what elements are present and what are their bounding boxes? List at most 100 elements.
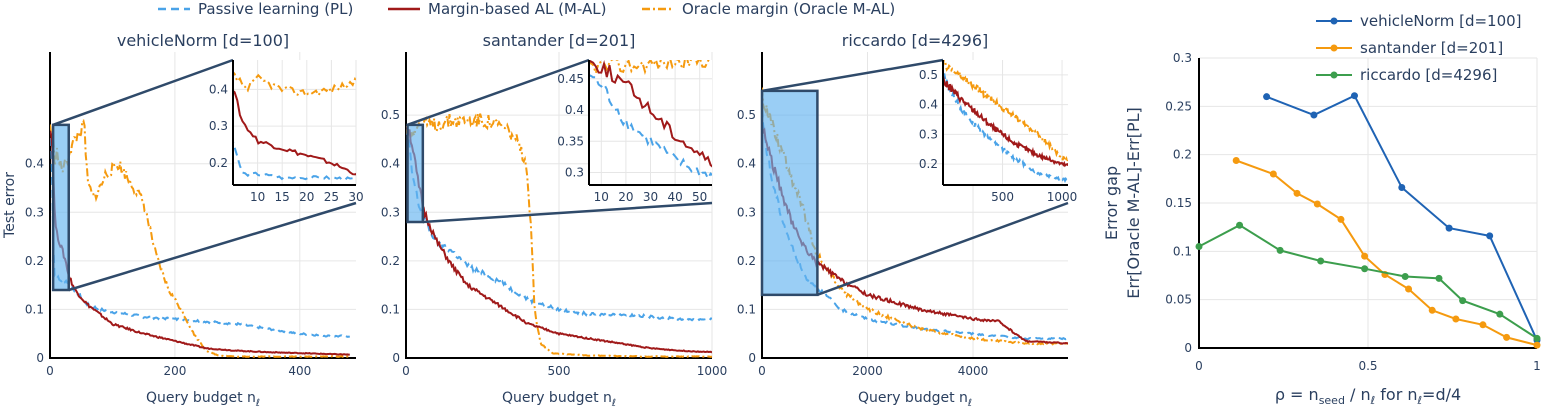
p0-zoom-region <box>51 123 70 292</box>
p2-inset-series-pl <box>943 72 1068 184</box>
p1-xtick-label: 0 <box>402 364 410 378</box>
p4-point <box>1445 224 1453 232</box>
p4-legend-marker <box>1330 44 1338 52</box>
p2-inset-xtick-label: 1000 <box>1047 190 1078 204</box>
p2-ytick-label: 0.5 <box>737 108 756 122</box>
p2-ytick-label: 0.3 <box>737 205 756 219</box>
p0-xtick-label: 0 <box>46 364 54 378</box>
p0-ytick-label: 0.2 <box>25 254 44 268</box>
panel-2-title: santander [d=201] <box>483 31 636 50</box>
p0-ytick-label: 0 <box>36 351 44 365</box>
p1-inset-ytick-label: 0.35 <box>557 134 584 148</box>
p4-legend-marker <box>1330 17 1338 25</box>
p4-point <box>1293 189 1301 197</box>
p4-ytick-label: 0 <box>1184 341 1192 355</box>
p0-inset-xtick-label: 10 <box>250 190 265 204</box>
p0-ytick-label: 0.3 <box>25 205 44 219</box>
p4-point <box>1435 274 1443 282</box>
p0-zoom-connector-top <box>52 58 234 127</box>
p4-point <box>1405 285 1413 293</box>
panel-3-title: riccardo [d=4296] <box>842 31 989 50</box>
p0-xtick-label: 200 <box>163 364 186 378</box>
p4-point <box>1398 184 1406 192</box>
p4-point <box>1533 341 1541 349</box>
p1-inset-xtick-label: 40 <box>667 190 682 204</box>
panel-4-ylabel: Error gap <box>1102 166 1121 240</box>
p4-series-line <box>1266 94 1538 341</box>
p4-series-line <box>1198 224 1538 340</box>
p4-ytick-label: 0.05 <box>1165 293 1192 307</box>
p0-series-mal <box>50 130 350 356</box>
p1-ytick-label: 0.5 <box>381 108 400 122</box>
p4-point <box>1496 310 1504 318</box>
p1-inset-xtick-label: 30 <box>643 190 658 204</box>
p1-ytick-label: 0.2 <box>381 254 400 268</box>
p4-legend-label: vehicleNorm [d=100] <box>1360 12 1522 30</box>
p1-inset-ytick-label: 0.45 <box>557 72 584 86</box>
p0-xtick-label: 400 <box>288 364 311 378</box>
p2-zoom-connector-bottom <box>816 201 1069 297</box>
p4-point <box>1263 93 1271 101</box>
p4-xtick-label: 0 <box>1195 359 1203 373</box>
panel-1-title: vehicleNorm [d=100] <box>117 31 289 50</box>
panel-2-xlabel: Query budget nℓ <box>502 390 616 407</box>
p2-ytick-label: 0.2 <box>737 254 756 268</box>
p1-inset-series-oracle <box>589 60 710 77</box>
p4-legend-label: riccardo [d=4296] <box>1360 66 1497 84</box>
p1-xtick-label: 500 <box>548 364 571 378</box>
p4-point <box>1361 265 1369 273</box>
p4-point <box>1350 92 1358 100</box>
p1-series-pl <box>406 126 712 322</box>
p4-point <box>1317 257 1325 265</box>
p0-inset-xtick-label: 30 <box>348 190 363 204</box>
p2-ytick-label: 0.4 <box>737 157 756 171</box>
p2-zoom-region <box>760 89 819 297</box>
p0-inset-series-pl <box>233 138 356 182</box>
p1-inset-ytick-label: 0.4 <box>565 103 584 117</box>
p2-inset-ytick-label: 0.3 <box>919 127 938 141</box>
p4-point <box>1361 252 1369 260</box>
panel-3-xlabel: Query budget nℓ <box>858 390 972 407</box>
p4-xtick-label: 1 <box>1533 359 1541 373</box>
p1-inset-xtick-label: 50 <box>692 190 707 204</box>
p1-ytick-label: 0.3 <box>381 205 400 219</box>
p4-point <box>1195 243 1203 250</box>
p0-inset-series-oracle <box>233 70 356 98</box>
legend-pl-label: Passive learning (PL) <box>198 0 353 18</box>
p2-inset-ytick-label: 0.2 <box>919 157 938 171</box>
p0-inset-ytick-label: 0.3 <box>209 119 228 133</box>
p1-ytick-label: 0.1 <box>381 302 400 316</box>
p0-zoom-connector-bottom <box>68 201 357 292</box>
p0-inset-series-mal <box>233 89 356 176</box>
p1-xtick-label: 1000 <box>697 364 728 378</box>
p4-xtick-label: 0.5 <box>1358 359 1377 373</box>
p1-ytick-label: 0 <box>392 351 400 365</box>
p2-ytick-label: 0 <box>748 351 756 365</box>
p2-inset-series-mal <box>943 76 1068 168</box>
p0-inset-bg <box>233 60 356 185</box>
p4-ytick-label: 0.25 <box>1165 99 1192 113</box>
legend-oracle-label: Oracle margin (Oracle M-AL) <box>682 0 895 18</box>
p4-legend-label: santander [d=201] <box>1360 39 1503 57</box>
p1-zoom-connector-top <box>407 58 590 127</box>
p4-point <box>1486 232 1494 240</box>
p1-series-mal <box>406 127 712 354</box>
p4-point <box>1401 272 1409 280</box>
p4-point <box>1310 111 1318 119</box>
p1-inset-series-mal <box>589 60 712 168</box>
p1-inset-xtick-label: 10 <box>594 190 609 204</box>
p4-point <box>1533 334 1541 342</box>
panel-1-ylabel: Test error <box>2 172 18 239</box>
p2-inset-xtick-label: 500 <box>991 190 1014 204</box>
p0-ytick-label: 0.4 <box>25 157 44 171</box>
p4-ytick-label: 0.3 <box>1173 51 1192 65</box>
p4-point <box>1313 200 1321 208</box>
panel-4-xlabel: ρ = nseed / nℓ for nℓ=d/4 <box>1275 385 1461 407</box>
p2-inset-series-oracle <box>943 60 1068 165</box>
panel-1-xlabel: Query budget nℓ <box>146 390 260 407</box>
legend-mal-label: Margin-based AL (M-AL) <box>428 0 606 18</box>
p2-xtick-label: 4000 <box>958 364 989 378</box>
p2-ytick-label: 0.1 <box>737 302 756 316</box>
p1-zoom-connector-bottom <box>422 201 713 224</box>
